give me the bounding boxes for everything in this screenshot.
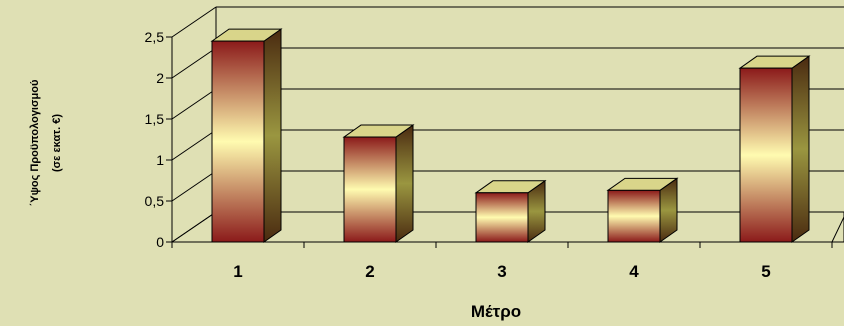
x-tick-label: 4 [629,262,639,281]
x-tick-label: 1 [233,262,242,281]
bar [210,28,283,243]
y-axis-label: ΄Υψος Προϋπολογισμού (σε εκατ. €) [29,80,63,207]
gridline-diagonal [171,170,217,202]
bar [738,55,811,243]
x-axis: 1 2 3 4 5 [171,241,833,281]
y-axis-label-line-1: ΄Υψος Προϋπολογισμού [29,80,41,207]
y-axis-label-line-2: (σε εκατ. €) [51,114,63,172]
gridline-diagonal [171,6,217,38]
x-tick-label: 5 [761,262,770,281]
bar-front [739,67,793,243]
bar-side [791,55,810,243]
y-tick-label: 0 [156,234,164,250]
x-tick-label: 3 [497,262,506,281]
gridline-diagonal [171,129,217,161]
y-tick-label: 1 [156,152,164,168]
x-axis-label: Μέτρο [471,302,521,321]
bar [474,179,547,243]
bar [606,177,679,243]
bar-front [211,40,265,243]
bar-front [475,192,529,243]
floor-right-edge [831,216,844,243]
x-tick-label: 2 [365,262,374,281]
gridline-diagonal [171,88,217,120]
bar-side [395,124,414,243]
y-tick-label: 2,5 [145,29,165,45]
bar-front [343,136,397,243]
bar [342,124,415,243]
bars [210,28,811,243]
bar-front [607,189,661,243]
y-tick-label: 2 [156,70,164,86]
y-tick-label: 1,5 [145,111,165,127]
bar-side [263,28,282,243]
y-axis: 0 0,5 1 1,5 2 2,5 [145,29,173,250]
gridline-diagonal [171,47,217,79]
y-tick-label: 0,5 [145,193,165,209]
